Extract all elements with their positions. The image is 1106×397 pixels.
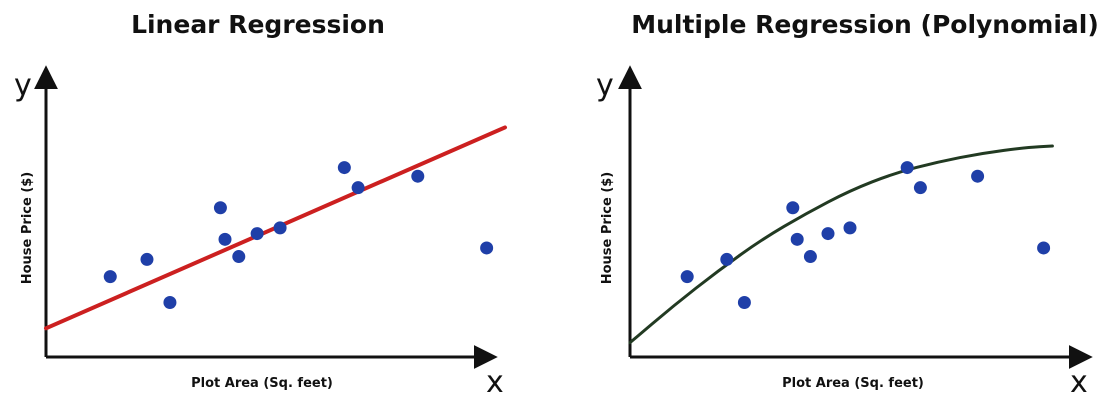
linear-data-point-7 [250,227,264,241]
linear-y-axis-label: House Price ($) [20,172,35,285]
linear-plot-area [44,125,507,331]
polynomial-data-point-5 [790,232,804,246]
linear-data-point-1 [103,270,117,284]
linear-data-point-3 [163,295,177,309]
polynomial-data-point-2 [720,252,734,266]
linear-chart-title: Linear Regression [131,10,385,39]
polynomial-x-axis-letter: x [1070,365,1088,397]
linear-data-point-2 [140,252,154,266]
polynomial-regression-chart: Multiple Regression (Polynomial) y x Hou… [596,10,1099,397]
linear-x-axis-letter: x [486,365,504,397]
linear-regression-chart: Linear Regression y x House Price ($) Pl… [14,10,507,397]
polynomial-plot-area [628,144,1054,345]
polynomial-data-point-9 [900,161,914,175]
linear-data-point-6 [232,250,246,264]
linear-data-point-4 [213,201,227,215]
linear-data-point-11 [411,169,425,183]
linear-data-point-8 [273,221,287,235]
polynomial-data-point-10 [913,181,927,195]
polynomial-data-point-4 [786,201,800,215]
linear-y-axis-letter: y [14,68,32,103]
linear-data-point-12 [480,241,494,255]
polynomial-data-point-3 [737,295,751,309]
polynomial-y-axis-letter: y [596,68,614,103]
polynomial-data-point-11 [971,169,985,183]
polynomial-fit-curve [628,144,1054,345]
polynomial-data-point-8 [843,221,857,235]
polynomial-chart-title: Multiple Regression (Polynomial) [631,10,1099,39]
polynomial-data-point-12 [1037,241,1051,255]
linear-data-point-9 [337,161,351,175]
linear-x-axis-label: Plot Area (Sq. feet) [191,376,333,391]
polynomial-data-point-6 [803,250,817,264]
polynomial-x-axis-label: Plot Area (Sq. feet) [782,376,924,391]
linear-data-point-10 [351,181,365,195]
polynomial-data-point-1 [680,270,694,284]
polynomial-data-point-7 [821,227,835,241]
polynomial-y-axis-label: House Price ($) [600,172,615,285]
linear-data-point-5 [218,232,232,246]
